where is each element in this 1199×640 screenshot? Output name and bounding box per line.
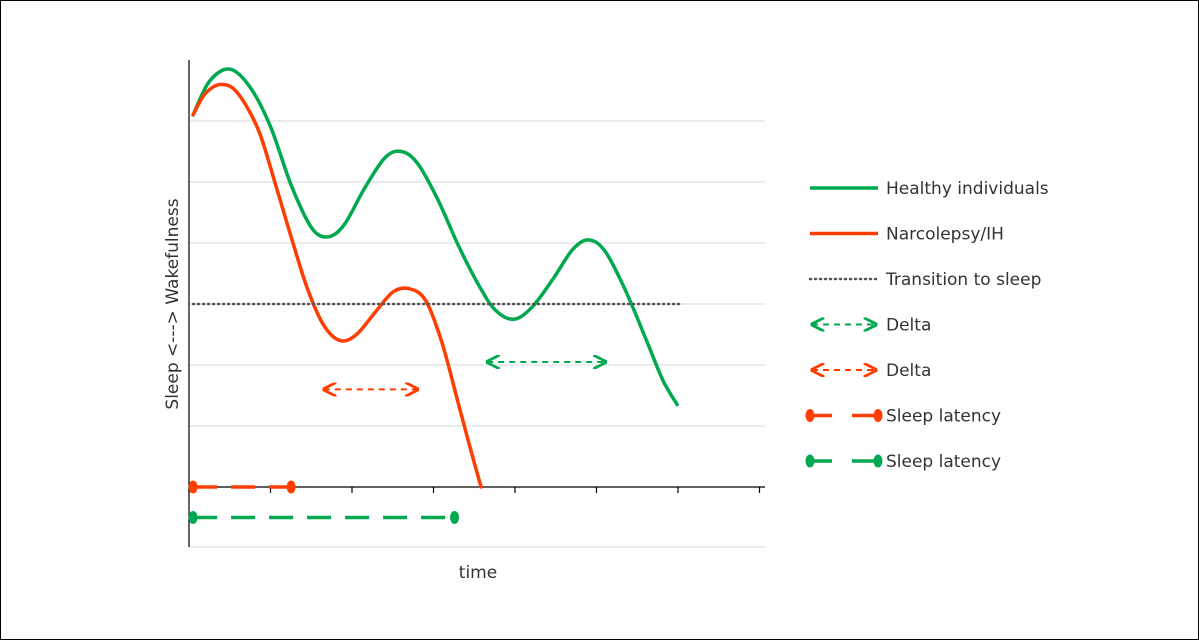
legend-item: Transition to sleep — [808, 270, 1041, 290]
sleep-latency-endpoint — [188, 511, 198, 524]
legend-item: Sleep latency — [805, 407, 1001, 427]
legend-item: Delta — [812, 361, 931, 381]
legend-label: Healthy individuals — [886, 179, 1049, 199]
x-axis-label: time — [459, 563, 497, 583]
sleep-latency-endpoint — [188, 480, 198, 494]
sleep-latency-endpoint — [450, 511, 460, 524]
legend-label: Transition to sleep — [885, 270, 1041, 290]
legend-label: Delta — [886, 316, 931, 336]
legend-label: Sleep latency — [886, 452, 1001, 472]
legend-item: Sleep latency — [805, 452, 1001, 472]
legend-item: Healthy individuals — [810, 179, 1049, 199]
legend-label: Sleep latency — [886, 407, 1001, 427]
series-lines — [191, 67, 681, 489]
legend-item: Delta — [812, 316, 931, 336]
legend-label: Narcolepsy/IH — [886, 225, 1004, 245]
annotations — [188, 362, 606, 524]
series-line-healthy-individuals — [191, 67, 679, 407]
legend-swatch-endpoint — [873, 454, 883, 468]
legend-label: Delta — [886, 361, 931, 381]
legend: Healthy individuals Narcolepsy/IH Transiti… — [805, 179, 1049, 472]
series-line-narcolepsy-ih — [191, 82, 483, 489]
legend-swatch-endpoint — [805, 454, 815, 468]
legend-item: Narcolepsy/IH — [810, 225, 1004, 245]
sleep-latency-endpoint — [286, 480, 296, 494]
legend-swatch-endpoint — [873, 409, 883, 422]
y-axis-label: Sleep <---> Wakefulness — [163, 198, 183, 409]
legend-swatch-endpoint — [805, 409, 815, 422]
